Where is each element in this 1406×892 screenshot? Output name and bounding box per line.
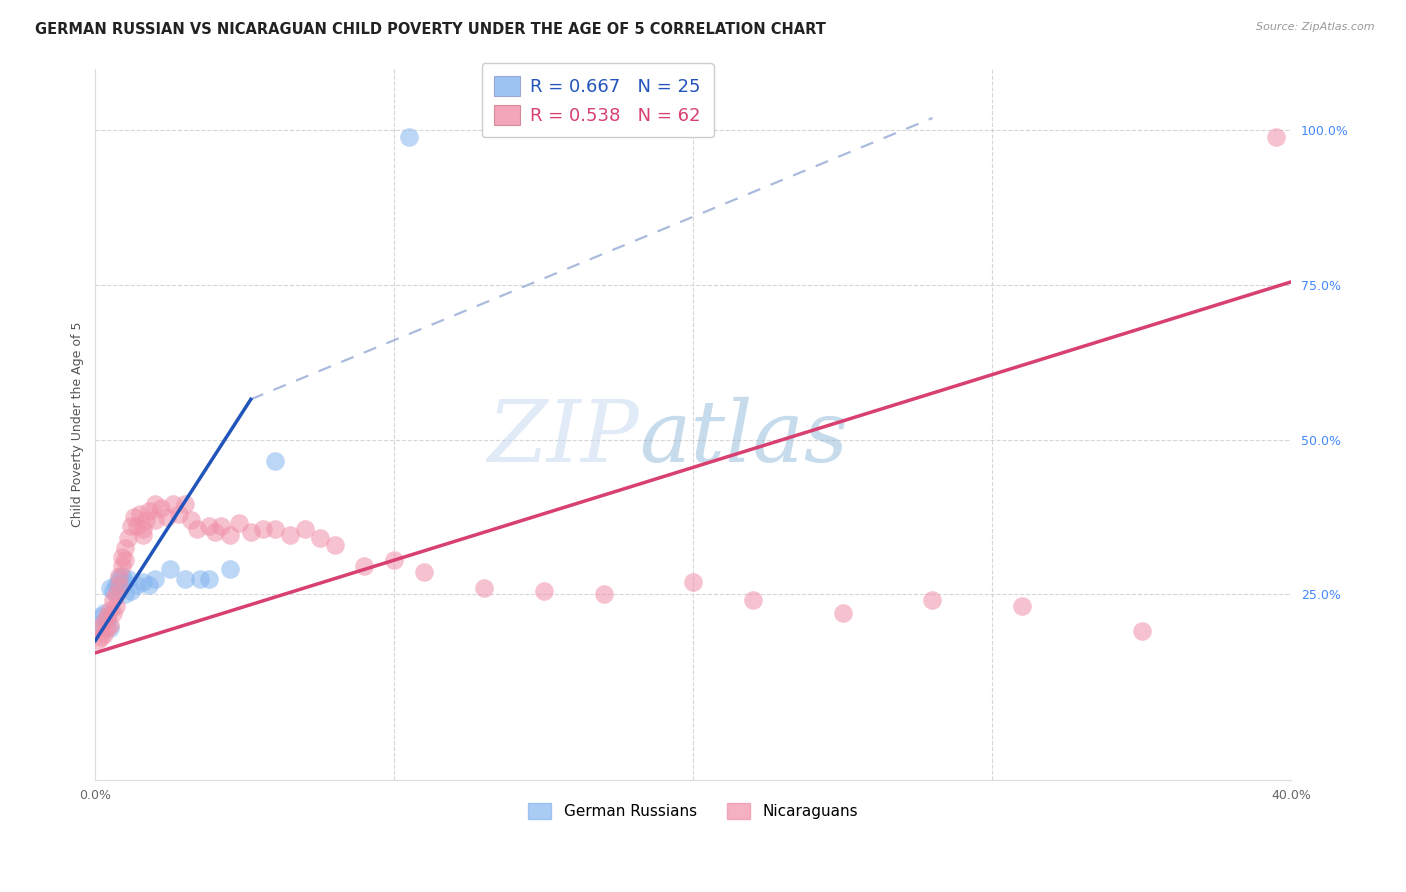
Point (127, 578, 149, 592)
Text: Source: ZipAtlas.com: Source: ZipAtlas.com (1257, 22, 1375, 32)
Point (138, 578, 160, 592)
Point (117, 572, 139, 586)
Point (120, 519, 142, 533)
Point (114, 587, 136, 601)
Point (180, 513, 202, 527)
Point (294, 522, 316, 536)
Point (186, 522, 208, 536)
Point (167, 507, 190, 521)
Point (103, 606, 125, 620)
Text: ZIP: ZIP (488, 397, 640, 480)
Point (228, 516, 250, 530)
Point (174, 572, 197, 586)
Point (103, 584, 125, 599)
Point (219, 528, 242, 542)
Point (159, 562, 181, 576)
Point (90, 631, 112, 645)
Point (198, 572, 221, 586)
Point (135, 513, 157, 527)
Point (263, 454, 285, 468)
Point (127, 519, 149, 533)
Point (921, 593, 943, 607)
Point (129, 507, 152, 521)
Point (1265, 129, 1288, 144)
Point (831, 606, 853, 620)
Point (93, 615, 115, 629)
Point (398, 129, 420, 144)
Point (114, 541, 136, 555)
Point (108, 572, 131, 586)
Y-axis label: Child Poverty Under the Age of 5: Child Poverty Under the Age of 5 (72, 321, 84, 527)
Point (98, 602, 121, 616)
Point (87, 618, 110, 632)
Point (353, 559, 375, 574)
Point (1130, 624, 1153, 639)
Point (93, 627, 115, 641)
Point (143, 572, 166, 586)
Point (156, 509, 179, 524)
Point (143, 498, 166, 512)
Point (198, 519, 221, 533)
Point (120, 584, 142, 599)
Point (472, 581, 495, 595)
Point (252, 522, 274, 536)
Point (111, 559, 134, 574)
Point (682, 574, 704, 589)
Point (114, 574, 136, 589)
Point (103, 593, 125, 607)
Point (204, 525, 226, 540)
Point (108, 578, 131, 592)
Point (132, 528, 155, 542)
Point (90, 608, 112, 623)
Legend: German Russians, Nicaraguans: German Russians, Nicaraguans (523, 797, 865, 825)
Point (96, 612, 118, 626)
Point (122, 509, 145, 524)
Text: GERMAN RUSSIAN VS NICARAGUAN CHILD POVERTY UNDER THE AGE OF 5 CORRELATION CHART: GERMAN RUSSIAN VS NICARAGUAN CHILD POVER… (35, 22, 827, 37)
Point (93, 606, 115, 620)
Point (96, 608, 118, 623)
Point (111, 568, 134, 582)
Point (117, 532, 139, 546)
Point (533, 584, 555, 599)
Point (132, 522, 155, 536)
Point (105, 578, 128, 592)
Point (87, 633, 110, 648)
Point (592, 587, 614, 601)
Point (162, 498, 184, 512)
Point (209, 519, 232, 533)
Point (105, 599, 128, 614)
Point (239, 525, 262, 540)
Point (98, 618, 121, 632)
Point (742, 593, 765, 607)
Point (143, 513, 166, 527)
Point (96, 621, 118, 635)
Point (278, 528, 301, 542)
Point (174, 498, 197, 512)
Point (323, 538, 346, 552)
Point (382, 553, 405, 567)
Point (111, 549, 134, 564)
Point (108, 568, 131, 582)
Point (98, 581, 121, 595)
Point (138, 503, 160, 517)
Point (1011, 599, 1033, 614)
Point (114, 553, 136, 567)
Point (413, 566, 436, 580)
Point (188, 572, 211, 586)
Point (263, 522, 285, 536)
Point (105, 587, 128, 601)
Point (150, 500, 173, 515)
Point (90, 621, 112, 635)
Point (132, 574, 155, 589)
Text: atlas: atlas (640, 397, 849, 480)
Point (219, 562, 242, 576)
Point (308, 532, 330, 546)
Point (98, 621, 121, 635)
